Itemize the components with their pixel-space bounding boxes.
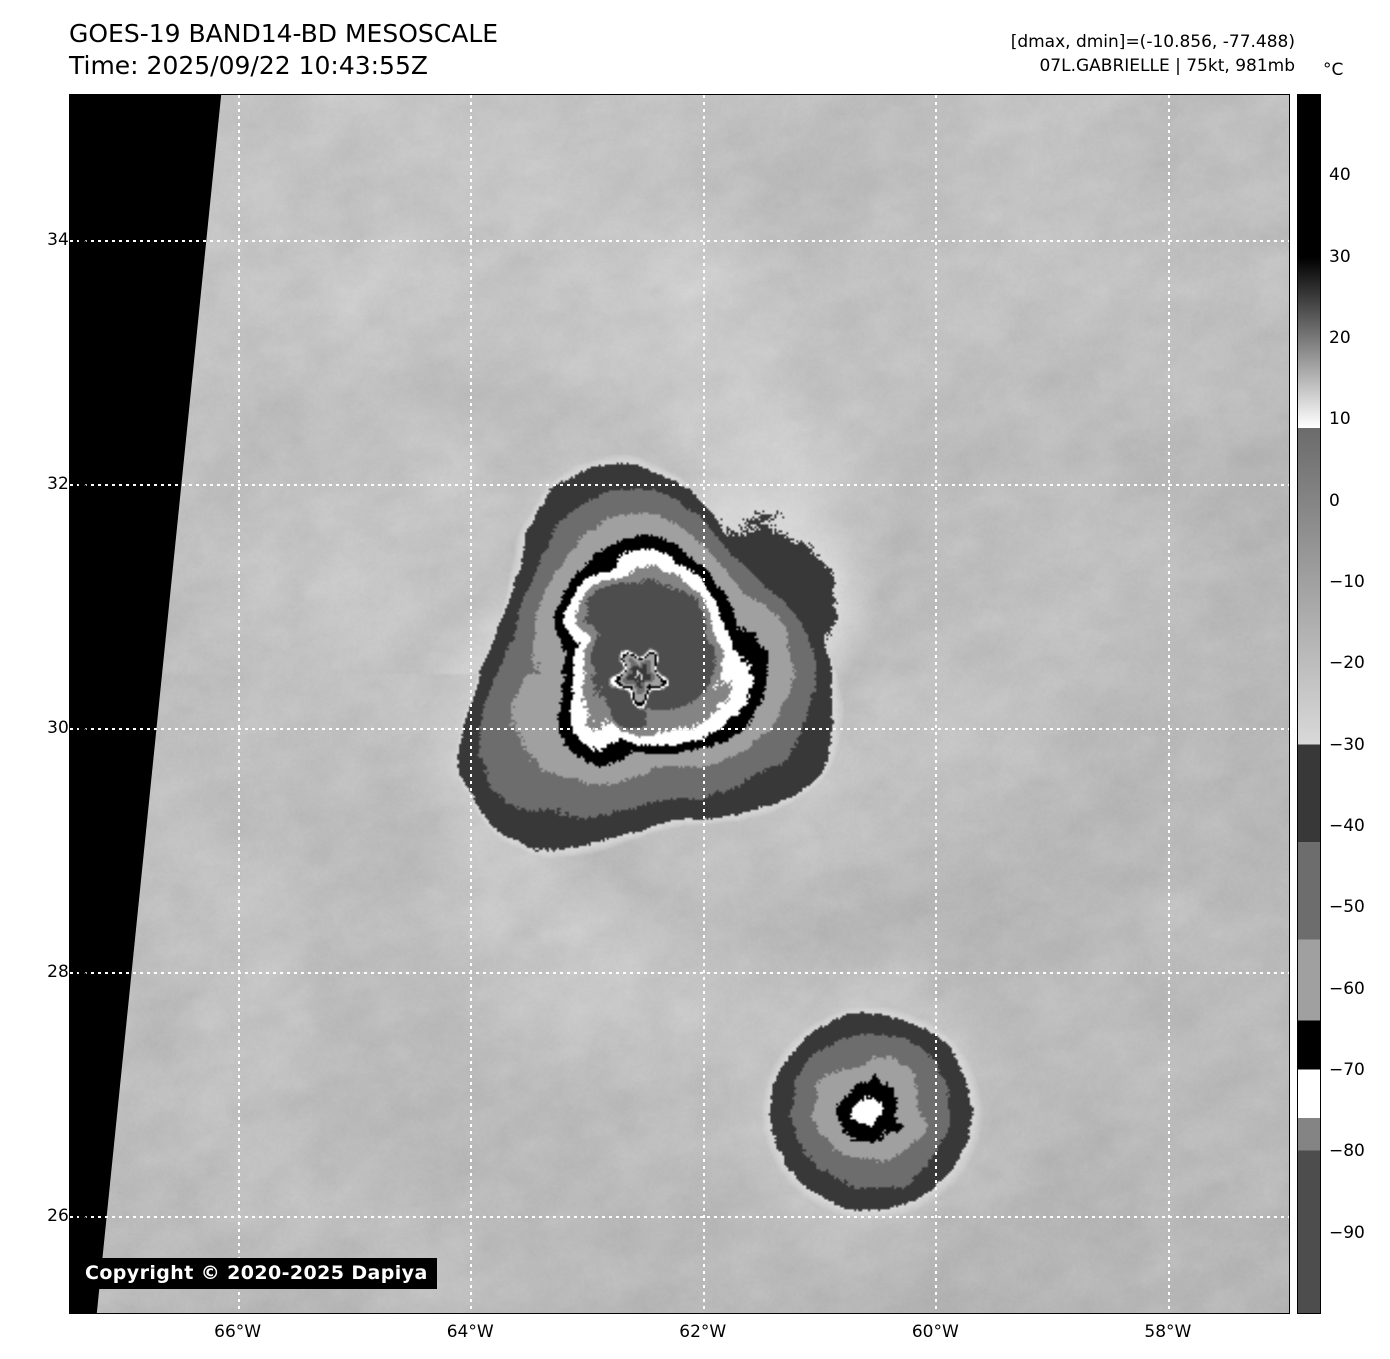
satellite-image-panel: Copyright © 2020-2025 Dapiya bbox=[69, 94, 1290, 1314]
metadata-block: [dmax, dmin]=(-10.856, -77.488) 07L.GABR… bbox=[1011, 30, 1295, 78]
latitude-tick-label: 34°N bbox=[47, 230, 90, 251]
colorbar-tick-label: −40 bbox=[1329, 816, 1365, 836]
latitude-tick-label: 30°N bbox=[47, 718, 90, 739]
longitude-tick-label: 58°W bbox=[1144, 1322, 1192, 1342]
timestamp-label: Time: 2025/09/22 10:43:55Z bbox=[69, 51, 428, 80]
longitude-tick-label: 64°W bbox=[446, 1322, 494, 1342]
longitude-tick-label: 60°W bbox=[911, 1322, 959, 1342]
colorbar-tick-label: 0 bbox=[1329, 490, 1340, 511]
latitude-tick-label: 32°N bbox=[47, 474, 90, 495]
colorbar-tick-label: −60 bbox=[1329, 978, 1365, 999]
latitude-tick-label: 28°N bbox=[47, 962, 90, 983]
colorbar-tick-label: 10 bbox=[1329, 409, 1351, 430]
colorbar-tick-label: 20 bbox=[1329, 328, 1351, 348]
colorbar-tick-label: 30 bbox=[1329, 246, 1351, 267]
colorbar-tick-label: −80 bbox=[1329, 1141, 1365, 1162]
satellite-imagery bbox=[70, 95, 1289, 1313]
title-block: GOES-19 BAND14-BD MESOSCALE Time: 2025/0… bbox=[69, 18, 498, 82]
longitude-tick-label: 62°W bbox=[679, 1322, 727, 1342]
latitude-tick-label: 26°N bbox=[47, 1206, 90, 1227]
dmax-dmin-label: [dmax, dmin]=(-10.856, -77.488) bbox=[1010, 32, 1295, 52]
colorbar-unit-label: °C bbox=[1323, 60, 1344, 80]
longitude-tick-label: 66°W bbox=[214, 1322, 262, 1342]
colorbar-gradient bbox=[1298, 95, 1320, 1313]
temperature-colorbar bbox=[1297, 94, 1321, 1314]
colorbar-tick-label: 40 bbox=[1329, 165, 1351, 186]
copyright-watermark: Copyright © 2020-2025 Dapiya bbox=[76, 1258, 437, 1289]
storm-info-label: 07L.GABRIELLE | 75kt, 981mb bbox=[1039, 56, 1295, 76]
colorbar-tick-label: −90 bbox=[1329, 1222, 1365, 1243]
colorbar-tick-label: −20 bbox=[1329, 653, 1365, 674]
colorbar-tick-label: −10 bbox=[1329, 572, 1365, 592]
colorbar-tick-label: −70 bbox=[1329, 1060, 1365, 1080]
colorbar-tick-label: −30 bbox=[1329, 734, 1365, 755]
colorbar-tick-label: −50 bbox=[1329, 897, 1365, 918]
product-title: GOES-19 BAND14-BD MESOSCALE bbox=[69, 19, 499, 48]
